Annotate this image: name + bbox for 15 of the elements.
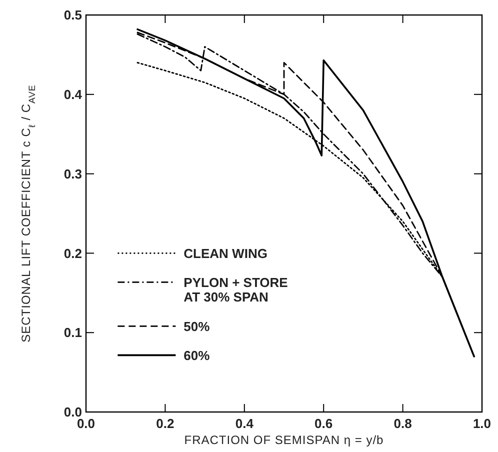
x-axis-title: FRACTION OF SEMISPAN η = y/b (184, 433, 384, 447)
legend-label: 60% (184, 348, 210, 363)
legend-label: PYLON + STORE AT 30% SPAN (184, 274, 288, 305)
x-tick-label: 0.2 (156, 416, 174, 431)
y-tick-label: 0.1 (64, 325, 82, 340)
y-tick-label: 0.2 (64, 246, 82, 261)
x-tick-label: 1.0 (472, 416, 492, 431)
legend-label: 50% (184, 318, 210, 334)
y-tick-label: 0.5 (64, 8, 82, 23)
y-tick-label: 0.3 (64, 166, 82, 182)
x-tick-label: 0.6 (314, 416, 333, 431)
x-tick-label: 0.8 (394, 416, 412, 431)
y-tick-label: 0.4 (64, 86, 83, 102)
x-tick-label: 0.4 (235, 416, 254, 431)
legend-label: CLEAN WING (184, 246, 268, 261)
